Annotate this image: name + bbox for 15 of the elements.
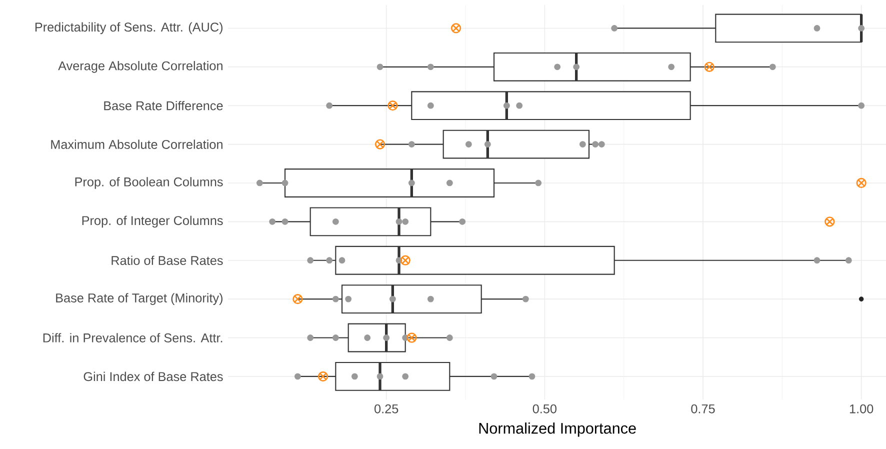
y-tick-label: Base Rate of Target (Minority) xyxy=(56,293,222,305)
y-tick-label: Base Rate Difference xyxy=(104,100,223,110)
y-tick-label: Diff. in Prevalence of Sens. Attr. xyxy=(43,333,222,342)
y-tick-label: Ratio of Base Rates xyxy=(112,256,223,266)
x-axis-title: Normalized Importance xyxy=(479,422,636,437)
x-tick-label: 0.75 xyxy=(691,404,715,414)
y-tick-label: Maximum Absolute Correlation xyxy=(51,140,222,149)
y-tick-label: Average Absolute Correlation xyxy=(58,61,222,73)
x-tick-label: 0.25 xyxy=(374,404,398,414)
x-tick-label: 1.00 xyxy=(850,404,874,414)
y-tick-label: Gini Index of Base Rates xyxy=(84,372,223,382)
y-tick-label: Predictability of Sens. Attr. (AUC) xyxy=(35,22,222,34)
y-tick-label: Prop. of Boolean Columns xyxy=(75,177,223,189)
x-tick-label: 0.50 xyxy=(532,404,556,414)
y-tick-label: Prop. of Integer Columns xyxy=(82,216,223,228)
